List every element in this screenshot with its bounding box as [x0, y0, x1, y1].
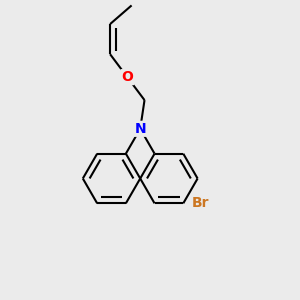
Text: N: N: [134, 122, 146, 136]
Text: O: O: [122, 70, 133, 84]
Text: Br: Br: [191, 196, 209, 210]
